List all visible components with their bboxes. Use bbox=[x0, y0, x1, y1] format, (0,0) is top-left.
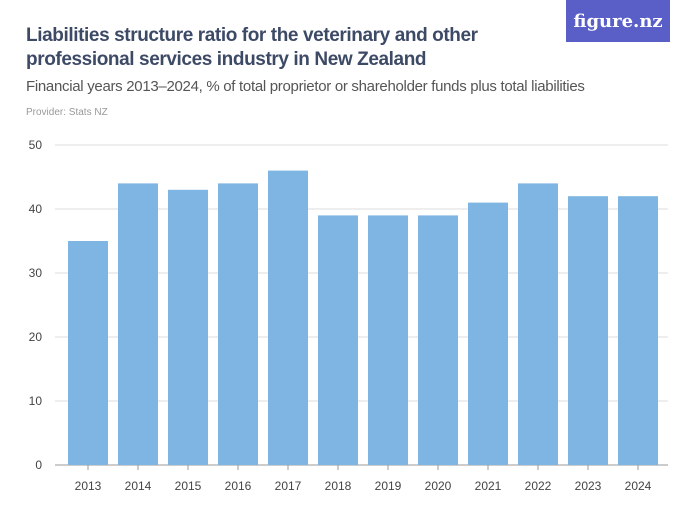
y-tick-label: 50 bbox=[29, 138, 43, 152]
bar bbox=[518, 183, 558, 465]
x-tick-label: 2016 bbox=[225, 479, 252, 493]
bar bbox=[68, 241, 108, 465]
x-tick-label: 2017 bbox=[275, 479, 302, 493]
y-tick-label: 30 bbox=[29, 266, 43, 280]
figure-nz-logo[interactable]: figure.nz bbox=[566, 0, 670, 42]
bar bbox=[468, 202, 508, 465]
x-tick-label: 2014 bbox=[125, 479, 152, 493]
bar bbox=[418, 215, 458, 465]
x-tick-label: 2013 bbox=[75, 479, 102, 493]
bar bbox=[618, 196, 658, 465]
y-tick-label: 40 bbox=[29, 202, 43, 216]
y-tick-label: 10 bbox=[29, 394, 43, 408]
x-tick-label: 2019 bbox=[375, 479, 402, 493]
bar bbox=[568, 196, 608, 465]
bar bbox=[268, 170, 308, 465]
y-tick-label: 0 bbox=[35, 458, 42, 472]
bar bbox=[118, 183, 158, 465]
provider-label: Provider: Stats NZ bbox=[26, 107, 108, 118]
x-tick-label: 2021 bbox=[475, 479, 502, 493]
y-tick-label: 20 bbox=[29, 330, 43, 344]
x-tick-label: 2023 bbox=[575, 479, 602, 493]
bar bbox=[218, 183, 258, 465]
chart-subtitle: Financial years 2013–2024, % of total pr… bbox=[26, 78, 585, 95]
bar bbox=[368, 215, 408, 465]
x-tick-label: 2018 bbox=[325, 479, 352, 493]
chart-title: Liabilities structure ratio for the vete… bbox=[26, 25, 478, 70]
x-tick-label: 2024 bbox=[625, 479, 652, 493]
x-tick-label: 2022 bbox=[525, 479, 552, 493]
x-tick-label: 2020 bbox=[425, 479, 452, 493]
x-tick-label: 2015 bbox=[175, 479, 202, 493]
bar bbox=[168, 189, 208, 466]
bar bbox=[318, 215, 358, 465]
